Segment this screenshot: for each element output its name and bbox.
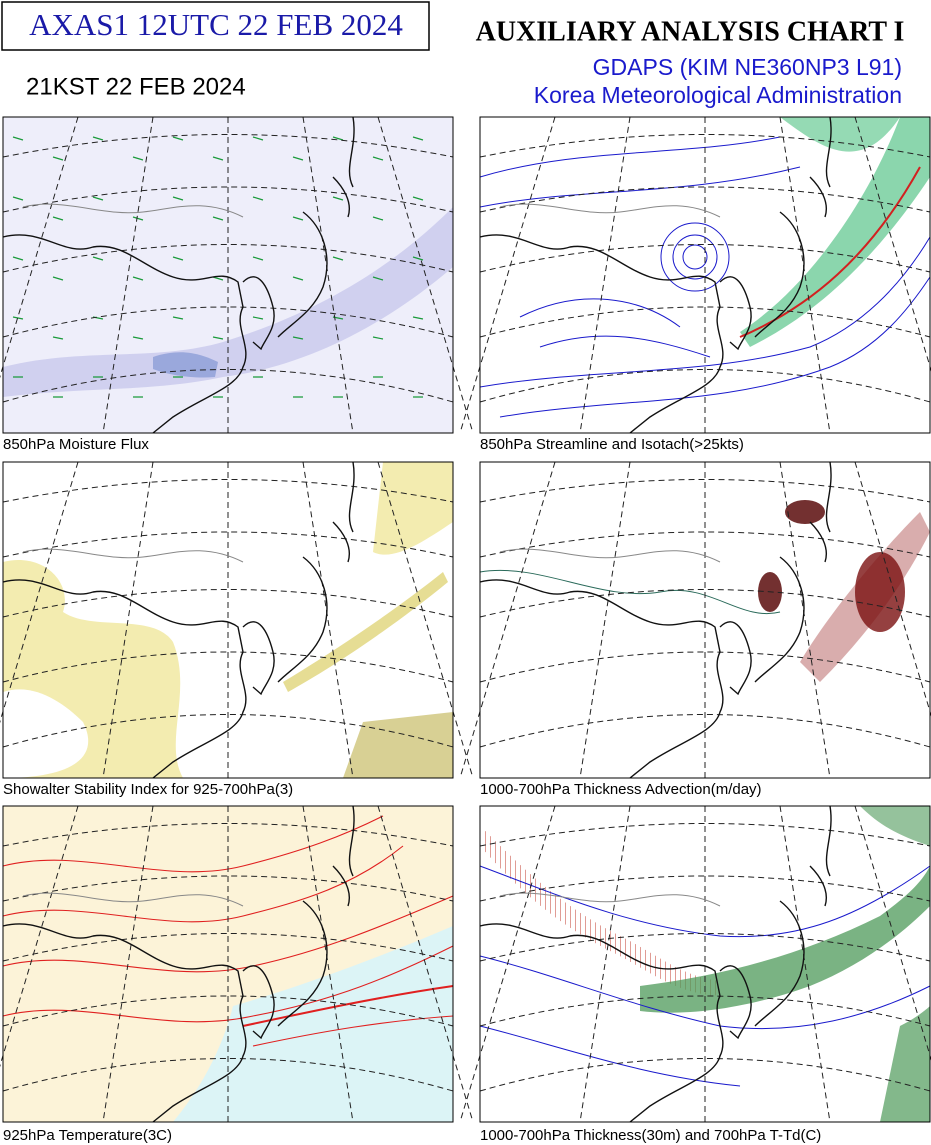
- map-panel: [0, 116, 474, 434]
- model-name: GDAPS (KIM NE360NP3 L91): [593, 54, 902, 80]
- panel-caption: 850hPa Moisture Flux: [3, 436, 149, 453]
- map-panel: [459, 116, 931, 434]
- map-panel: [459, 461, 931, 779]
- header-box: [1, 1, 430, 51]
- map-panel: [0, 461, 474, 779]
- panel-caption: 1000-700hPa Thickness Advection(m/day): [480, 781, 762, 798]
- panel-caption: 850hPa Streamline and Isotach(>25kts): [480, 436, 744, 453]
- agency-name: Korea Meteorological Administration: [534, 82, 902, 108]
- chart-code: AXAS1 12UTC 22 FEB 2024: [29, 7, 403, 42]
- chart-title: AUXILIARY ANALYSIS CHART I: [476, 16, 905, 47]
- panel-caption: 1000-700hPa Thickness(30m) and 700hPa T-…: [480, 1127, 821, 1144]
- panel-caption: 925hPa Temperature(3C): [3, 1127, 172, 1144]
- panel-caption: Showalter Stability Index for 925-700hPa…: [3, 781, 293, 798]
- map-panel: [0, 805, 474, 1123]
- map-panel: [459, 805, 931, 1123]
- local-time: 21KST 22 FEB 2024: [26, 73, 246, 100]
